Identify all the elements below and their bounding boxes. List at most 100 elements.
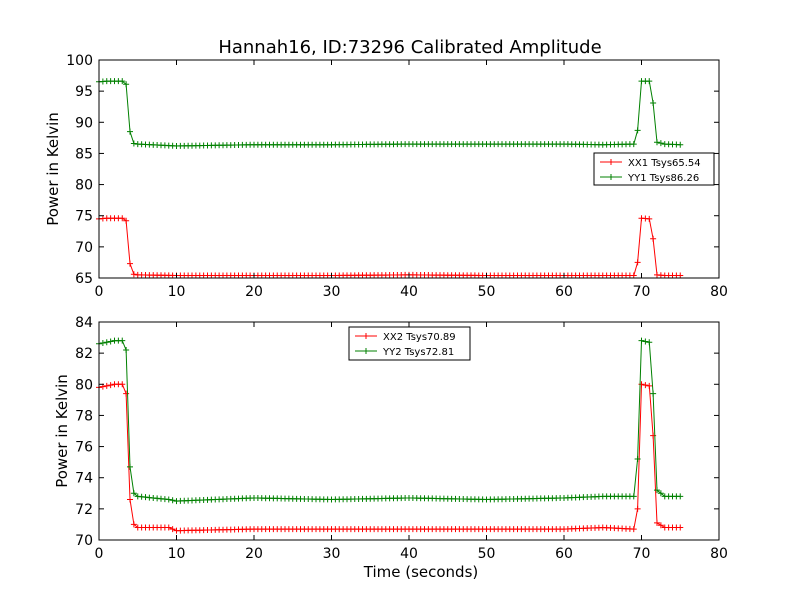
y-tick-label: 95 bbox=[75, 84, 93, 100]
data-point bbox=[638, 337, 645, 344]
data-point bbox=[107, 338, 114, 345]
y-tick-label: 76 bbox=[75, 440, 93, 456]
data-point bbox=[127, 260, 133, 267]
data-point bbox=[657, 490, 664, 497]
x-tick-label: 50 bbox=[478, 284, 496, 300]
data-point bbox=[654, 519, 660, 526]
y-tick-label: 78 bbox=[75, 408, 93, 424]
data-point bbox=[646, 78, 653, 85]
y-tick-label: 75 bbox=[75, 209, 93, 225]
data-point bbox=[123, 217, 130, 224]
data-point bbox=[642, 382, 649, 389]
legend-marker bbox=[608, 159, 614, 165]
series-markers-1-0 bbox=[96, 381, 684, 534]
legend-0: XX1 Tsys65.54 YY1 Tsys86.26 bbox=[593, 152, 715, 186]
data-point bbox=[677, 141, 684, 148]
y-tick-label: 84 bbox=[75, 315, 93, 331]
data-point bbox=[657, 140, 664, 147]
y-axis-label: Power in Kelvin bbox=[53, 374, 71, 488]
y-tick-label: 70 bbox=[75, 240, 93, 256]
data-point bbox=[103, 382, 110, 389]
y-tick-label: 85 bbox=[75, 146, 93, 162]
legend-label: XX1 Tsys65.54 bbox=[628, 158, 701, 169]
x-tick-label: 60 bbox=[555, 284, 573, 300]
x-axis-label: Time (seconds) bbox=[363, 563, 479, 581]
data-point bbox=[123, 347, 130, 354]
y-tick-label: 70 bbox=[75, 533, 93, 549]
data-point bbox=[650, 235, 657, 242]
x-tick-label: 30 bbox=[323, 546, 341, 562]
x-tick-label: 20 bbox=[245, 284, 263, 300]
x-tick-label: 80 bbox=[710, 546, 728, 562]
data-point bbox=[130, 140, 137, 147]
y-tick-label: 82 bbox=[75, 346, 93, 362]
y-tick-label: 80 bbox=[75, 377, 93, 393]
data-point bbox=[634, 505, 641, 512]
x-tick-label: 10 bbox=[168, 284, 186, 300]
series-markers-1-1 bbox=[96, 337, 684, 505]
data-point bbox=[634, 259, 641, 266]
data-point bbox=[165, 524, 172, 531]
data-point bbox=[103, 339, 110, 346]
x-tick-label: 0 bbox=[95, 546, 104, 562]
data-point bbox=[130, 490, 137, 497]
data-point bbox=[677, 493, 684, 500]
data-point bbox=[127, 128, 133, 135]
data-point bbox=[642, 338, 649, 345]
data-point bbox=[646, 339, 653, 346]
x-tick-label: 20 bbox=[245, 546, 263, 562]
series-markers-0-1 bbox=[96, 78, 684, 149]
data-point bbox=[634, 127, 641, 134]
data-point bbox=[630, 493, 637, 500]
x-tick-label: 40 bbox=[400, 546, 418, 562]
data-point bbox=[638, 381, 645, 388]
x-tick-label: 0 bbox=[95, 284, 104, 300]
data-point bbox=[657, 522, 664, 529]
y-tick-label: 72 bbox=[75, 502, 93, 518]
data-point bbox=[630, 141, 637, 148]
legend-box bbox=[593, 152, 715, 186]
data-point bbox=[127, 463, 133, 470]
data-point bbox=[123, 81, 130, 88]
legend-label: XX2 Tsys70.89 bbox=[383, 332, 456, 343]
data-point bbox=[650, 99, 657, 106]
x-tick-label: 40 bbox=[400, 284, 418, 300]
x-tick-label: 80 bbox=[710, 284, 728, 300]
data-point bbox=[646, 382, 653, 389]
y-tick-label: 65 bbox=[75, 271, 93, 287]
data-point bbox=[127, 496, 133, 503]
legend-marker bbox=[363, 333, 369, 339]
x-tick-label: 70 bbox=[633, 546, 651, 562]
series-markers-0-0 bbox=[96, 215, 684, 279]
legend-box bbox=[348, 326, 471, 361]
data-point bbox=[119, 78, 126, 85]
data-point bbox=[107, 382, 114, 389]
data-point bbox=[99, 340, 106, 347]
data-point bbox=[634, 456, 641, 463]
x-tick-label: 60 bbox=[555, 546, 573, 562]
y-axis-label: Power in Kelvin bbox=[44, 112, 62, 226]
data-point bbox=[119, 337, 126, 344]
top-plot: 0 10 20 30 40 50 60 70 80 65 70 75 80 85 90 95 100 Power … bbox=[44, 53, 728, 300]
data-point bbox=[119, 381, 126, 388]
bottom-plot: 0 10 20 30 40 50 60 70 80 70 72 74 76 78 80 82 84 Power i… bbox=[53, 315, 728, 581]
legend-1: XX2 Tsys70.89 YY2 Tsys72.81 bbox=[348, 326, 471, 361]
y-tick-label: 80 bbox=[75, 178, 93, 194]
legend-label: YY2 Tsys72.81 bbox=[382, 347, 454, 358]
data-point bbox=[654, 487, 660, 494]
data-point bbox=[130, 271, 137, 278]
x-tick-label: 70 bbox=[633, 284, 651, 300]
data-point bbox=[130, 521, 137, 528]
data-point bbox=[654, 139, 660, 146]
legend-marker bbox=[608, 174, 614, 180]
chart-title: Hannah16, ID:73296 Calibrated Amplitude bbox=[218, 37, 601, 58]
data-point bbox=[119, 215, 126, 222]
data-point bbox=[650, 390, 657, 397]
data-point bbox=[677, 524, 684, 531]
x-tick-label: 50 bbox=[478, 546, 496, 562]
legend-label: YY1 Tsys86.26 bbox=[627, 173, 699, 184]
data-point bbox=[165, 496, 172, 503]
y-tick-label: 90 bbox=[75, 115, 93, 131]
